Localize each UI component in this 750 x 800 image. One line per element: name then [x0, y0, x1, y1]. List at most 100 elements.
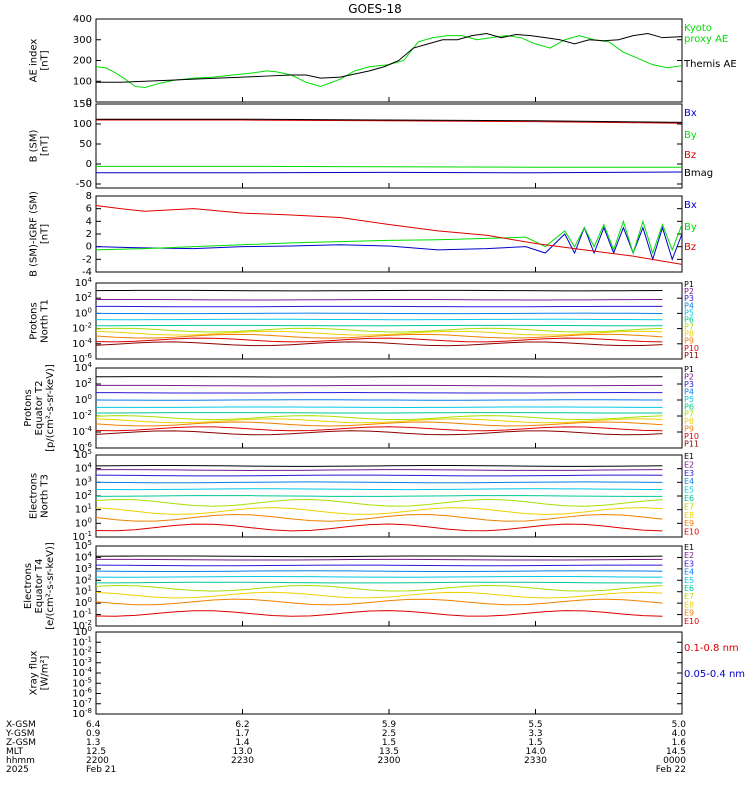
y-axis-label-line: Xray flux [29, 651, 40, 696]
y-tick-exp: -4 [85, 337, 93, 345]
series-e1 [95, 465, 663, 467]
series-by [95, 219, 683, 255]
legend-label: E2 [684, 551, 694, 560]
series-themis-ae [96, 33, 683, 83]
y-tick-exp: 2 [88, 291, 92, 299]
y-tick-exp: 3 [88, 475, 92, 483]
y-tick-label: -50 [76, 179, 92, 190]
legend-label: 0.1-0.8 nm [684, 643, 739, 654]
y-axis-label-line: [p/(cm²-s-sr-keV)] [45, 364, 56, 452]
y-tick-base: 10 [75, 293, 88, 304]
y-tick-exp: -6 [85, 352, 93, 360]
y-axis-label-line: [nT] [40, 224, 51, 244]
x-tick-value: 1.5 [528, 738, 542, 748]
legend-label: P11 [684, 351, 699, 360]
legend-label: By [684, 130, 697, 141]
panel-frame [95, 195, 683, 273]
y-tick-exp: -2 [85, 322, 92, 330]
y-tick-exp: -2 [85, 646, 92, 654]
panel-frame [95, 18, 683, 103]
legend-label: Bz [684, 242, 696, 253]
y-tick-exp: -4 [85, 425, 93, 433]
panel-bsm_igrf: -4 -20 2 46 8 B (SM)-IGRF (SM) [nT] Bx By Bz [29, 191, 697, 278]
x-tick-value: 2330 [524, 756, 547, 766]
x-tick-value: 2200 [86, 756, 109, 766]
y-tick-base: 10 [72, 427, 85, 438]
x-row-label: MLT [6, 747, 24, 757]
y-tick-label: 100 [75, 393, 92, 406]
y-tick-exp: -1 [85, 608, 92, 616]
series-by [96, 165, 682, 168]
y-tick-exp: -1 [85, 530, 92, 538]
y-tick-label: 0 [86, 159, 92, 170]
y-tick-label: 100 [73, 76, 92, 87]
legend-label: P3 [684, 294, 694, 303]
x-date-label: Feb 21 [86, 765, 116, 775]
series-e2 [95, 469, 663, 471]
y-axis-label: Electrons North T3 [29, 473, 51, 519]
y-tick-exp: 0 [88, 306, 92, 314]
legend-label: P5 [684, 308, 694, 317]
x-tick-value: 14.5 [666, 747, 686, 757]
panel-frame [95, 367, 683, 449]
y-tick-base: 10 [72, 339, 85, 350]
series-e4 [95, 481, 663, 484]
y-tick-label: 105 [75, 539, 92, 552]
x-tick-value: 1.4 [235, 738, 250, 748]
series-p10 [95, 337, 663, 343]
y-tick-label: 10-6 [72, 441, 92, 454]
y-tick-label: 10-4 [72, 425, 92, 438]
legend-label: E3 [684, 559, 694, 568]
series-p9 [95, 421, 663, 427]
y-tick-exp: 5 [88, 539, 92, 547]
x-row-label: hhmm [6, 756, 35, 766]
y-tick-exp: 0 [88, 393, 92, 401]
y-tick-base: 10 [75, 552, 88, 563]
x-tick-value: 2.5 [382, 729, 396, 739]
y-tick-base: 10 [72, 443, 85, 454]
x-tick-value: 13.5 [379, 747, 399, 757]
y-axis-label-line: Equator T2 [34, 381, 45, 436]
y-axis-label-line: [e/(cm²-s-sr-keV)] [45, 542, 56, 630]
y-tick-base: 10 [75, 308, 88, 319]
y-axis-label: Electrons Equator T4 [e/(cm²-s-sr-keV)] [23, 542, 56, 630]
legend-label: E4 [684, 477, 694, 486]
y-tick-label: -2 [82, 254, 92, 265]
series-e6 [95, 581, 663, 584]
series-e10 [95, 523, 663, 532]
y-tick-exp: -6 [85, 687, 93, 695]
x-tick-value: 3.3 [528, 729, 542, 739]
legend-label: E3 [684, 469, 694, 478]
legend-label: P2 [684, 372, 694, 381]
legend-label: P4 [684, 387, 694, 396]
y-tick-exp: 5 [88, 448, 92, 456]
legend-label: E2 [684, 460, 694, 469]
y-tick-exp: 1 [88, 503, 92, 511]
y-tick-label: 10-2 [72, 619, 92, 632]
series-e5 [95, 576, 663, 578]
y-tick-label: 102 [75, 291, 92, 304]
y-tick-label: 0 [86, 242, 92, 253]
series-bx [96, 171, 683, 174]
y-tick-label: 10-5 [72, 676, 92, 689]
x-tick-value: 5.5 [528, 720, 542, 730]
y-tick-label: 103 [75, 475, 92, 488]
y-tick-base: 10 [72, 648, 85, 659]
legend-label: Themis AE [683, 59, 737, 70]
y-axis-label: Protons North T1 [29, 299, 51, 343]
y-tick-exp: -1 [85, 635, 92, 643]
panel-frame [95, 282, 683, 360]
y-tick-label: 102 [75, 377, 92, 390]
y-tick-base: 10 [75, 505, 88, 516]
y-tick-base: 10 [72, 354, 85, 365]
legend-label: E5 [684, 486, 694, 495]
y-tick-label: 2 [86, 229, 92, 240]
series-p11 [95, 430, 663, 436]
legend-label: P1 [684, 365, 694, 374]
legend-label: P2 [684, 287, 694, 296]
series-bx [95, 225, 683, 262]
y-axis-label-line: AE index [29, 39, 40, 83]
